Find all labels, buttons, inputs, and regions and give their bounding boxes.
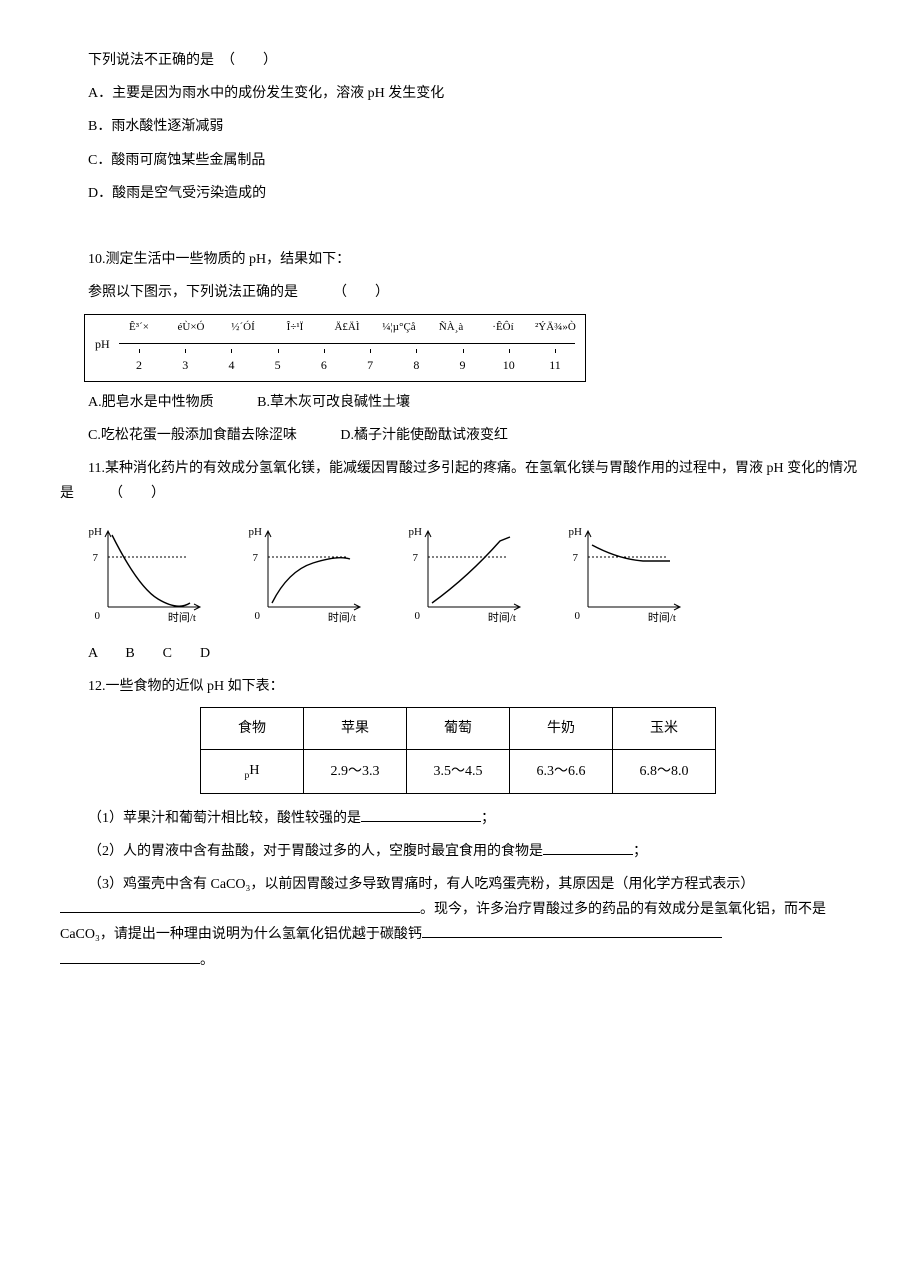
q12-p3-text: （3）鸡蛋壳中含有 CaCO₃，以前因胃酸过多导致胃痛时，有人吃鸡蛋壳粉，其原因… (88, 877, 754, 892)
ph-tick-value: 8 (396, 355, 436, 377)
table-row: 食物苹果葡萄牛奶玉米 (201, 708, 716, 750)
svg-text:pH: pH (249, 526, 263, 538)
q10-option-c: C.吃松花蛋一般添加食醋去除涩味 (88, 423, 297, 448)
table-row-label: pH (201, 750, 304, 793)
ph-substance-label: ·ÊÔí (483, 321, 523, 334)
svg-text:时间/t: 时间/t (488, 611, 516, 624)
ph-substance-label: Ê³´× (119, 321, 159, 334)
ph-scale-ticks: 23456789 10 11 (119, 355, 575, 377)
svg-text:7: 7 (573, 552, 579, 564)
q11-charts: 7 pH 0 时间/t 7 pH 0 时间/t 7 pH 0 时间/t 7 pH… (80, 519, 860, 629)
q12-p2-tail: ； (633, 844, 647, 859)
ph-substance-label: Î÷¹Ï (275, 321, 315, 334)
q12-part1: （1）苹果汁和葡萄汁相比较，酸性较强的是 ； (60, 806, 860, 831)
ph-time-chart: 7 pH 0 时间/t (80, 519, 210, 629)
ph-tick-value: 6 (304, 355, 344, 377)
q10-option-b: B.草木灰可改良碱性土壤 (257, 390, 410, 415)
ph-tick-value: 2 (119, 355, 159, 377)
ph-substance-label: Ä£ÄÌ (327, 321, 367, 334)
ph-axis-label: pH (95, 334, 119, 356)
ph-time-chart: 7 pH 0 时间/t (560, 519, 690, 629)
svg-text:7: 7 (413, 552, 419, 564)
ph-substance-label: éÙ×Ó (171, 321, 211, 334)
ph-tick-value: 9 (443, 355, 483, 377)
svg-text:0: 0 (415, 610, 421, 622)
svg-text:0: 0 (95, 610, 101, 622)
q9-option-d: D．酸雨是空气受污染造成的 (60, 181, 860, 206)
ph-time-chart: 7 pH 0 时间/t (240, 519, 370, 629)
ph-scale-labels: Ê³´× éÙ×Ó ½´ÓÍ Î÷¹Ï Ä£ÄÌ ¼¦µ°Çå ÑÀ¸à ·ÊÔí ²ÝÄ¾»Ò (119, 321, 575, 334)
q9-stem: 下列说法不正确的是 （ ） (60, 48, 860, 73)
q11-stem: 11.某种消化药片的有效成分氢氧化镁，能减缓因胃酸过多引起的疼痛。在氢氧化镁与胃… (60, 456, 860, 506)
svg-text:0: 0 (575, 610, 581, 622)
ph-substance-label: ½´ÓÍ (223, 321, 263, 334)
table-header-cell: 苹果 (304, 708, 407, 750)
svg-text:时间/t: 时间/t (328, 611, 356, 624)
q12-p1-text: （1）苹果汁和葡萄汁相比较，酸性较强的是 (88, 811, 361, 826)
ph-tick-value: 10 (489, 355, 529, 377)
svg-text:pH: pH (89, 526, 103, 538)
ph-axis-line (119, 343, 575, 345)
table-header-cell: 玉米 (613, 708, 716, 750)
q12-part3: （3）鸡蛋壳中含有 CaCO₃，以前因胃酸过多导致胃痛时，有人吃鸡蛋壳粉，其原因… (60, 872, 860, 973)
q9-option-a: A．主要是因为雨水中的成份发生变化，溶液 pH 发生变化 (60, 81, 860, 106)
q12-p2-text: （2）人的胃液中含有盐酸，对于胃酸过多的人，空腹时最宜食用的食物是 (88, 844, 543, 859)
table-cell: 3.5～4.5 (407, 750, 510, 793)
q12-stem: 12.一些食物的近似 pH 如下表： (60, 674, 860, 699)
table-row: pH2.9～3.33.5～4.56.3～6.66.8～8.0 (201, 750, 716, 793)
table-cell: 2.9～3.3 (304, 750, 407, 793)
svg-text:7: 7 (253, 552, 259, 564)
ph-time-chart: 7 pH 0 时间/t (400, 519, 530, 629)
q12-p3-tail: 。 (200, 953, 214, 968)
q10-options-row2: C.吃松花蛋一般添加食醋去除涩味 D.橘子汁能使酚酞试液变红 (88, 423, 860, 448)
svg-text:pH: pH (409, 526, 423, 538)
table-cell: 6.3～6.6 (510, 750, 613, 793)
ph-substance-label: ÑÀ¸à (431, 321, 471, 334)
ph-tick-value: 11 (535, 355, 575, 377)
q11-chart-labels: A B C D (60, 641, 860, 666)
q9-option-b: B．雨水酸性逐渐减弱 (60, 114, 860, 139)
q10-option-a: A.肥皂水是中性物质 (88, 390, 214, 415)
ph-tick-value: 3 (165, 355, 205, 377)
q12-p1-tail: ； (481, 811, 495, 826)
ph-tick-value: 5 (258, 355, 298, 377)
fill-blank[interactable] (543, 840, 633, 855)
q9-option-c: C．酸雨可腐蚀某些金属制品 (60, 148, 860, 173)
q10-stem: 10.测定生活中一些物质的 pH，结果如下： (60, 247, 860, 272)
ph-scale-diagram: Ê³´× éÙ×Ó ½´ÓÍ Î÷¹Ï Ä£ÄÌ ¼¦µ°Çå ÑÀ¸à ·ÊÔí ²ÝÄ¾»Ò… (84, 314, 586, 382)
table-header-cell: 食物 (201, 708, 304, 750)
q10-option-d: D.橘子汁能使酚酞试液变红 (340, 423, 508, 448)
ph-tick-value: 4 (211, 355, 251, 377)
q12-part2: （2）人的胃液中含有盐酸，对于胃酸过多的人，空腹时最宜食用的食物是 ； (60, 839, 860, 864)
table-header-cell: 葡萄 (407, 708, 510, 750)
q10-options-row1: A.肥皂水是中性物质 B.草木灰可改良碱性土壤 (88, 390, 860, 415)
fill-blank[interactable] (60, 898, 420, 913)
svg-text:0: 0 (255, 610, 261, 622)
ph-tick-value: 7 (350, 355, 390, 377)
svg-text:pH: pH (569, 526, 583, 538)
svg-text:时间/t: 时间/t (648, 611, 676, 624)
svg-text:时间/t: 时间/t (168, 611, 196, 624)
table-cell: 6.8～8.0 (613, 750, 716, 793)
ph-substance-label: ¼¦µ°Çå (379, 321, 419, 334)
q12-food-table: 食物苹果葡萄牛奶玉米 pH2.9～3.33.5～4.56.3～6.66.8～8.… (200, 707, 716, 794)
fill-blank[interactable] (60, 949, 200, 964)
table-header-cell: 牛奶 (510, 708, 613, 750)
fill-blank[interactable] (361, 807, 481, 822)
fill-blank[interactable] (422, 923, 722, 938)
ph-substance-label: ²ÝÄ¾»Ò (535, 321, 575, 334)
q10-sub: 参照以下图示，下列说法正确的是 （ ） (60, 280, 860, 305)
svg-text:7: 7 (93, 552, 99, 564)
